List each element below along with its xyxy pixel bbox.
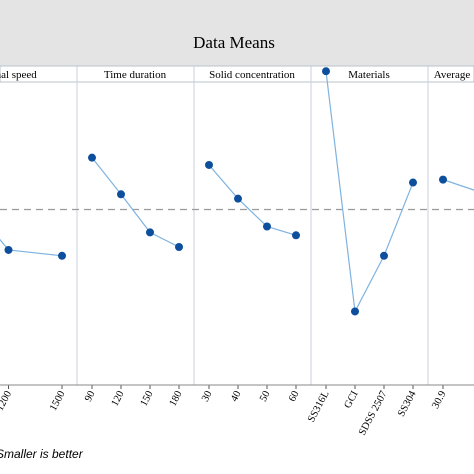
x-tick-label: 60	[287, 389, 302, 403]
footnote: Smaller is better	[0, 447, 84, 461]
panel-label: Rotational speed	[0, 69, 37, 81]
data-point	[117, 190, 125, 199]
data-point	[322, 67, 330, 76]
chart-title: Data Means	[193, 33, 275, 52]
panel-label: Time duration	[104, 69, 167, 81]
x-tick-label: 40	[229, 389, 244, 403]
data-point	[351, 307, 359, 316]
data-point	[263, 222, 271, 231]
data-point	[88, 153, 96, 162]
data-point	[409, 178, 417, 187]
data-point	[234, 194, 242, 203]
panel-label: Solid concentration	[209, 69, 295, 81]
data-point	[146, 228, 154, 237]
panel-label-strip	[0, 65, 474, 83]
series-line	[442, 179, 474, 191]
data-point	[205, 160, 213, 169]
panel-label: Average	[434, 69, 471, 81]
series-marks	[0, 67, 474, 316]
series-line	[325, 71, 414, 314]
title-header	[0, 0, 474, 66]
x-tick-label: 30	[200, 389, 215, 403]
x-tick-label: 90	[83, 389, 98, 403]
series-line	[91, 157, 180, 248]
panel-label: Materials	[348, 69, 390, 81]
data-point	[292, 231, 300, 240]
data-point	[380, 251, 388, 260]
data-point	[439, 175, 447, 184]
series-line	[208, 164, 297, 236]
x-tick-label: 50	[258, 389, 273, 403]
data-point	[175, 243, 183, 252]
data-point	[58, 251, 66, 260]
data-point	[4, 245, 13, 254]
